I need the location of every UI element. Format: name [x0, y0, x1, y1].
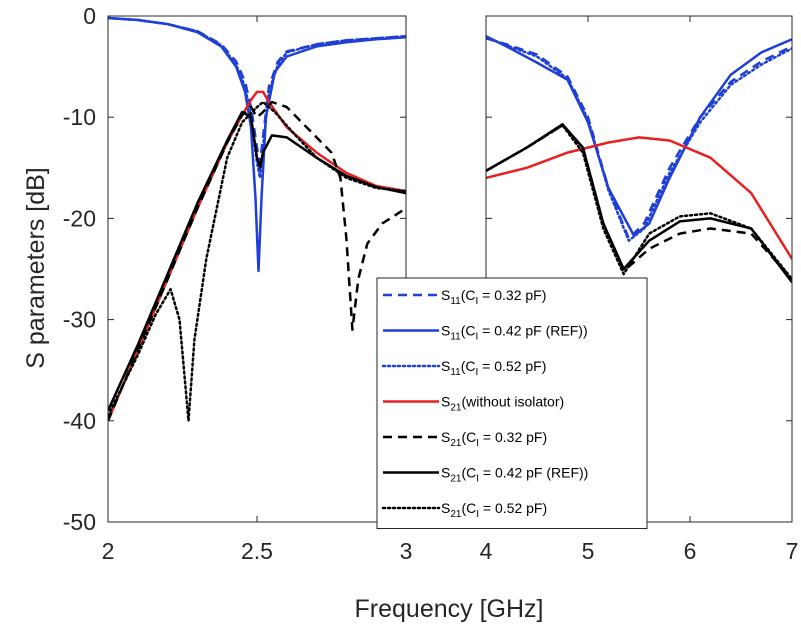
x-tick-label: 2: [102, 538, 115, 564]
series-3-left-line: [108, 16, 406, 180]
legend-entry: S11(CI = 0.32 pF): [441, 287, 546, 307]
y-tick-label: -40: [63, 408, 96, 434]
x-tick-label: 5: [582, 538, 595, 564]
series-3-right-line: [486, 36, 792, 242]
x-tick-label: 3: [400, 538, 413, 564]
y-tick-label: -10: [63, 104, 96, 130]
y-tick-label: -50: [63, 509, 96, 535]
legend-entry: S21(without isolator): [441, 394, 564, 414]
series-2-right-line: [486, 35, 792, 237]
x-axis-ticks: 2 2.5 3 4 5 6 7: [102, 538, 799, 564]
right-panel: [485, 15, 793, 523]
series-5-right-line: [486, 124, 792, 280]
series-6-left-line: [108, 110, 406, 412]
series-6-right-line: [486, 123, 792, 283]
legend-box: [376, 277, 648, 529]
left-panel: [107, 15, 407, 523]
x-axis-label: Frequency [GHz]: [355, 595, 544, 623]
x-tick-label: 6: [684, 538, 697, 564]
series-1-right-line: [486, 37, 792, 240]
y-tick-label: 0: [83, 3, 96, 29]
legend-entry: S21(CI = 0.52 pF): [441, 500, 547, 520]
legend-entry: S11(CI = 0.52 pF): [441, 358, 546, 378]
y-axis-label: S parameters [dB]: [22, 167, 50, 368]
legend: S11(CI = 0.32 pF) S11(CI = 0.42 pF (REF))…: [376, 277, 648, 529]
y-axis-ticks: 0 -10 -20 -30 -40 -50: [63, 3, 96, 535]
y-tick-label: -30: [63, 307, 96, 333]
x-tick-label: 2.5: [241, 538, 273, 564]
legend-entry: S11(CI = 0.42 pF (REF)): [441, 323, 588, 343]
series-5-left-line: [108, 100, 406, 422]
legend-entry: S21(CI = 0.42 pF (REF)): [441, 465, 588, 485]
x-tick-label: 7: [786, 538, 799, 564]
series-7-right-line: [486, 124, 792, 281]
legend-entry: S21(CI = 0.32 pF): [441, 429, 547, 449]
series-7-left-line: [108, 100, 406, 423]
y-tick-label: -20: [63, 205, 96, 231]
series-4-right-line: [486, 136, 792, 260]
x-tick-label: 4: [480, 538, 493, 564]
